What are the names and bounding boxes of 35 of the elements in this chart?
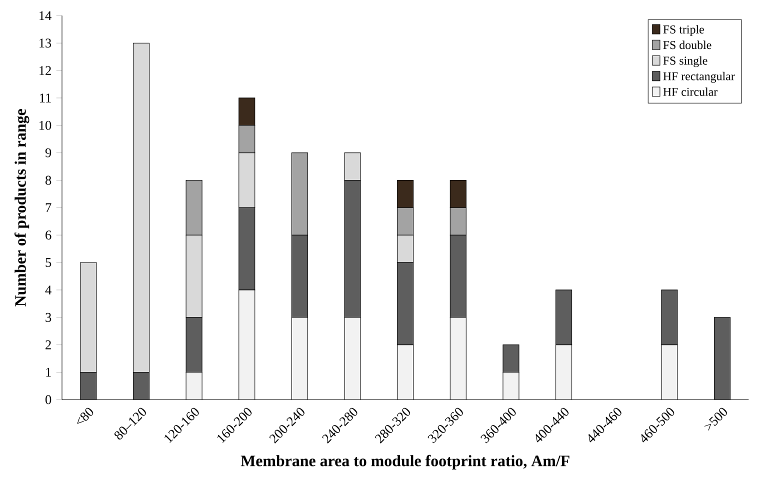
y-tick-label: 4 (45, 286, 52, 294)
bar (344, 180, 361, 318)
bar (556, 290, 572, 346)
legend-label: FS double (663, 40, 712, 50)
bar (714, 317, 731, 400)
y-tick-label: 11 (40, 94, 51, 102)
y-tick-label: 7 (46, 203, 52, 212)
legend-label: HF circular (663, 87, 718, 96)
y-tick-label: 3 (46, 312, 52, 322)
bar (397, 262, 414, 346)
bar (450, 234, 466, 318)
x-axis-title: Membrane area to module footprint ratio, Am/F (240, 454, 570, 470)
y-tick-label: 6 (46, 230, 52, 240)
y-tick-label: 8 (45, 176, 52, 185)
bar (502, 344, 520, 373)
x-tick-label: <80 (77, 408, 94, 424)
bar (80, 372, 96, 400)
bar (238, 207, 256, 290)
y-tick-label: 2 (46, 340, 51, 350)
y-tick-label: 0 (45, 395, 52, 404)
y-tick-label: 12 (40, 66, 51, 75)
y-tick-label: 5 (46, 258, 52, 267)
y-tick-label: 9 (45, 148, 52, 158)
legend-label: HF rectangular (663, 72, 735, 83)
y-tick-label: 14 (40, 11, 52, 20)
y-tick-label: 1 (46, 368, 51, 377)
bar (133, 372, 150, 400)
bar (186, 317, 202, 373)
y-axis-title: Number of products in range (14, 109, 30, 306)
y-tick-label: 10 (40, 120, 52, 130)
legend-label: FS triple (663, 25, 704, 36)
y-tick-label: 13 (40, 38, 52, 48)
bar (661, 290, 678, 346)
legend-label: FS single (663, 56, 708, 68)
bar (291, 234, 308, 318)
